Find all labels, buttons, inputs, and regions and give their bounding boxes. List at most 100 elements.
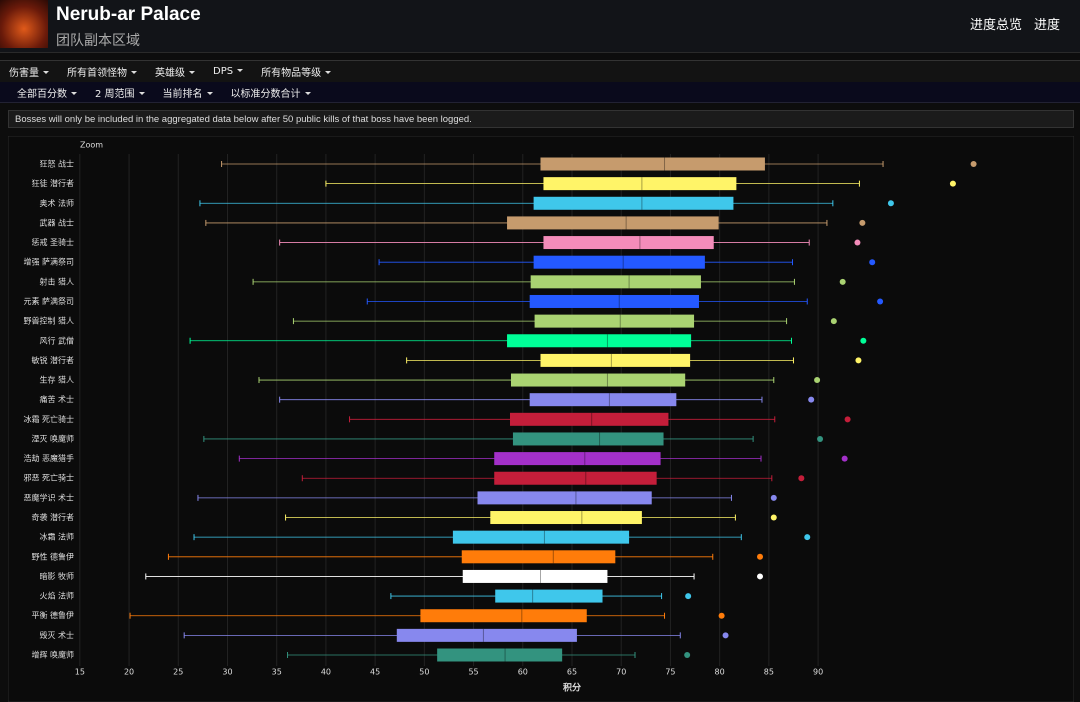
x-tick-label: 35 xyxy=(272,668,282,677)
y-tick-label: 奥术 法师 xyxy=(39,198,74,208)
notice: Bosses will only be included in the aggr… xyxy=(8,110,1074,128)
y-tick-label: 增强 萨满祭司 xyxy=(23,257,74,267)
box xyxy=(530,275,701,289)
outlier xyxy=(684,652,691,658)
dropdown[interactable]: 以标准分数合计 xyxy=(231,85,311,100)
outlier xyxy=(860,337,867,344)
zoom-label[interactable]: Zoom xyxy=(80,141,103,150)
box xyxy=(437,648,563,662)
outlier xyxy=(814,377,821,384)
outlier xyxy=(722,632,729,639)
outlier xyxy=(970,161,977,167)
outlier xyxy=(859,219,866,226)
dropdown[interactable]: 2 周范围 xyxy=(95,85,145,100)
y-tick-label: 毁灭 术士 xyxy=(39,630,74,640)
y-tick-label: 湮灭 唤魔师 xyxy=(31,433,74,443)
box xyxy=(396,628,577,642)
outlier xyxy=(798,475,805,482)
outlier xyxy=(757,553,764,560)
outlier xyxy=(877,298,884,305)
dropdown[interactable]: 所有首领怪物 xyxy=(67,64,137,79)
box xyxy=(510,373,686,387)
y-tick-label: 狂徒 潜行者 xyxy=(31,178,74,188)
box xyxy=(507,216,719,230)
box xyxy=(512,432,664,446)
y-tick-label: 恶魔学识 术士 xyxy=(23,492,74,502)
dropdown[interactable]: 伤害量 xyxy=(9,64,49,79)
y-tick-label: 邪恶 死亡骑士 xyxy=(23,473,74,483)
x-tick-label: 15 xyxy=(75,668,85,677)
y-tick-label: 冰霜 法师 xyxy=(39,532,74,542)
x-tick-label: 40 xyxy=(321,668,331,677)
x-tick-label: 50 xyxy=(419,668,429,677)
box xyxy=(533,255,705,269)
dropdown[interactable]: 全部百分数 xyxy=(17,85,77,100)
y-tick-label: 武器 战士 xyxy=(39,217,74,227)
dropdown[interactable]: 所有物品等级 xyxy=(261,64,331,79)
chart: Zoom 积分 15 20 25 30 35 40 45 50 55 60 65 70 75 80 85 90… xyxy=(8,136,1074,702)
dropdown[interactable]: 英雄级 xyxy=(155,64,195,79)
outlier xyxy=(757,573,764,580)
y-tick-label: 射击 猎人 xyxy=(39,276,74,286)
x-tick-label: 75 xyxy=(665,668,675,677)
box xyxy=(509,412,669,426)
box xyxy=(477,491,652,505)
box xyxy=(494,452,661,466)
subtitle: 团队副本区域 xyxy=(56,33,140,49)
box xyxy=(494,471,657,485)
y-tick-label: 惩戒 圣骑士 xyxy=(31,237,74,247)
header-link[interactable]: 进度总览 xyxy=(970,18,1023,33)
box xyxy=(534,314,695,328)
outlier xyxy=(718,612,725,619)
y-tick-label: 火焰 法师 xyxy=(39,591,74,601)
x-tick-label: 65 xyxy=(567,668,577,677)
y-tick-label: 野性 德鲁伊 xyxy=(31,551,74,561)
x-tick-label: 90 xyxy=(813,668,823,677)
box xyxy=(540,353,691,367)
box xyxy=(540,157,765,171)
y-tick-label: 野兽控制 猎人 xyxy=(23,316,74,326)
outlier xyxy=(855,357,862,364)
outlier xyxy=(804,534,811,541)
y-tick-label: 风行 武僧 xyxy=(39,335,74,345)
y-tick-label: 生存 猎人 xyxy=(39,375,74,385)
outlier xyxy=(869,259,876,266)
x-tick-label: 30 xyxy=(222,668,232,677)
box xyxy=(462,569,608,583)
box xyxy=(507,334,692,348)
header-link[interactable]: 进度 xyxy=(1034,18,1061,33)
outlier xyxy=(844,416,851,423)
y-tick-label: 浩劫 恶魔猎手 xyxy=(23,453,74,463)
box xyxy=(495,589,603,603)
y-tick-label: 增辉 唤魔师 xyxy=(31,650,74,660)
dropdown[interactable]: DPS xyxy=(213,66,243,77)
outlier xyxy=(830,318,837,325)
box xyxy=(461,550,616,564)
y-tick-label: 元素 萨满祭司 xyxy=(23,296,74,306)
x-tick-label: 20 xyxy=(124,668,134,677)
box xyxy=(533,196,734,210)
box xyxy=(452,530,630,544)
y-tick-label: 痛苦 术士 xyxy=(39,394,74,404)
header-links: 进度总览 进度 xyxy=(970,14,1072,33)
outlier xyxy=(854,239,861,246)
outlier xyxy=(839,278,846,285)
box xyxy=(529,393,677,407)
x-tick-label: 55 xyxy=(468,668,478,677)
outlier xyxy=(685,593,692,600)
y-tick-label: 暗影 牧师 xyxy=(39,571,74,581)
outlier xyxy=(817,435,824,442)
dropdown[interactable]: 当前排名 xyxy=(163,85,213,100)
x-tick-label: 70 xyxy=(616,668,626,677)
outlier xyxy=(808,396,815,403)
x-tick-label: 25 xyxy=(173,668,183,677)
x-tick-label: 45 xyxy=(370,668,380,677)
raid-icon xyxy=(0,0,48,48)
filter-row: 伤害量 所有首领怪物 英雄级 DPS 所有物品等级 xyxy=(0,60,1080,82)
title: Nerub-ar Palace xyxy=(56,4,201,25)
box xyxy=(543,236,714,250)
outlier xyxy=(770,494,777,501)
box xyxy=(490,511,642,525)
y-tick-label: 冰霜 死亡骑士 xyxy=(23,414,74,424)
